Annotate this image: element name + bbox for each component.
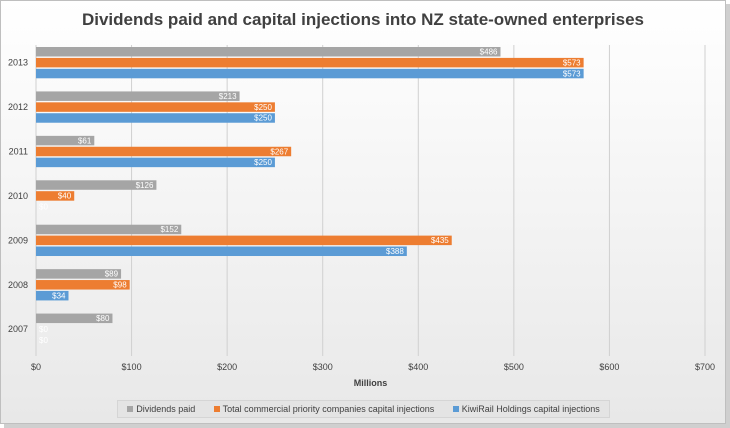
x-axis-label: Millions (354, 378, 388, 388)
data-label: $98 (113, 281, 127, 290)
bar (36, 191, 75, 201)
legend-swatch (127, 406, 134, 412)
y-tick-label: 2011 (9, 147, 28, 157)
legend-item: Total commercial priority companies capi… (213, 404, 435, 414)
bar (36, 47, 501, 57)
chart-title: Dividends paid and capital injections in… (81, 10, 645, 29)
data-label: $573 (563, 69, 581, 78)
bar (36, 246, 407, 257)
data-label: $267 (270, 147, 288, 156)
frame-shadow-right (726, 4, 730, 428)
bar (36, 224, 182, 235)
data-label: $152 (160, 225, 178, 234)
x-tick-label: $700 (695, 362, 715, 372)
x-tick-label: $500 (504, 362, 524, 372)
bar (36, 180, 157, 190)
y-tick-label: 2012 (8, 102, 28, 112)
x-tick-label: $400 (408, 362, 428, 372)
bar (36, 313, 113, 324)
legend-swatch (213, 406, 220, 412)
legend-label: Dividends paid (136, 404, 196, 414)
data-label: $250 (254, 103, 272, 112)
data-label: $126 (136, 181, 154, 190)
data-label: $250 (254, 114, 272, 123)
bar (36, 280, 130, 290)
legend-item: KiwiRail Holdings capital injections (452, 404, 600, 414)
x-tick-label: $100 (122, 362, 142, 372)
bar (36, 135, 95, 146)
x-tick-label: $0 (31, 362, 41, 372)
data-label: $0 (39, 336, 48, 345)
bar (36, 102, 275, 112)
y-tick-label: 2009 (8, 235, 28, 245)
bar (36, 91, 240, 101)
data-label: $573 (563, 58, 581, 67)
chart-legend: Dividends paid Total commercial priority … (117, 400, 610, 418)
data-label: $250 (254, 158, 272, 167)
data-label: $61 (78, 136, 92, 145)
data-label: $486 (480, 48, 498, 57)
bar (36, 157, 275, 168)
data-label: $0 (39, 203, 48, 212)
data-label: $388 (386, 247, 404, 256)
data-label: $34 (52, 291, 66, 300)
y-tick-label: 2007 (8, 324, 28, 334)
bar (36, 146, 292, 157)
x-tick-label: $200 (217, 362, 237, 372)
legend-swatch (452, 406, 459, 412)
legend-label: Total commercial priority companies capi… (222, 404, 435, 414)
data-label: $213 (219, 92, 237, 101)
bar (36, 235, 452, 246)
y-tick-label: 2013 (8, 58, 28, 68)
x-tick-label: $300 (313, 362, 333, 372)
bar (36, 290, 69, 301)
data-label: $435 (431, 236, 449, 245)
bar (36, 269, 122, 279)
bar (36, 68, 584, 79)
y-tick-label: 2008 (8, 280, 28, 290)
x-tick-label: $600 (599, 362, 619, 372)
y-tick-label: 2010 (8, 191, 28, 201)
bar (36, 113, 275, 123)
frame-shadow-bottom (4, 424, 730, 428)
data-label: $89 (105, 270, 119, 279)
data-label: $0 (39, 325, 48, 334)
data-label: $40 (58, 192, 72, 201)
bar (36, 57, 584, 68)
data-label: $80 (96, 314, 110, 323)
legend-label: KiwiRail Holdings capital injections (461, 404, 600, 414)
legend-item: Dividends paid (127, 404, 195, 414)
